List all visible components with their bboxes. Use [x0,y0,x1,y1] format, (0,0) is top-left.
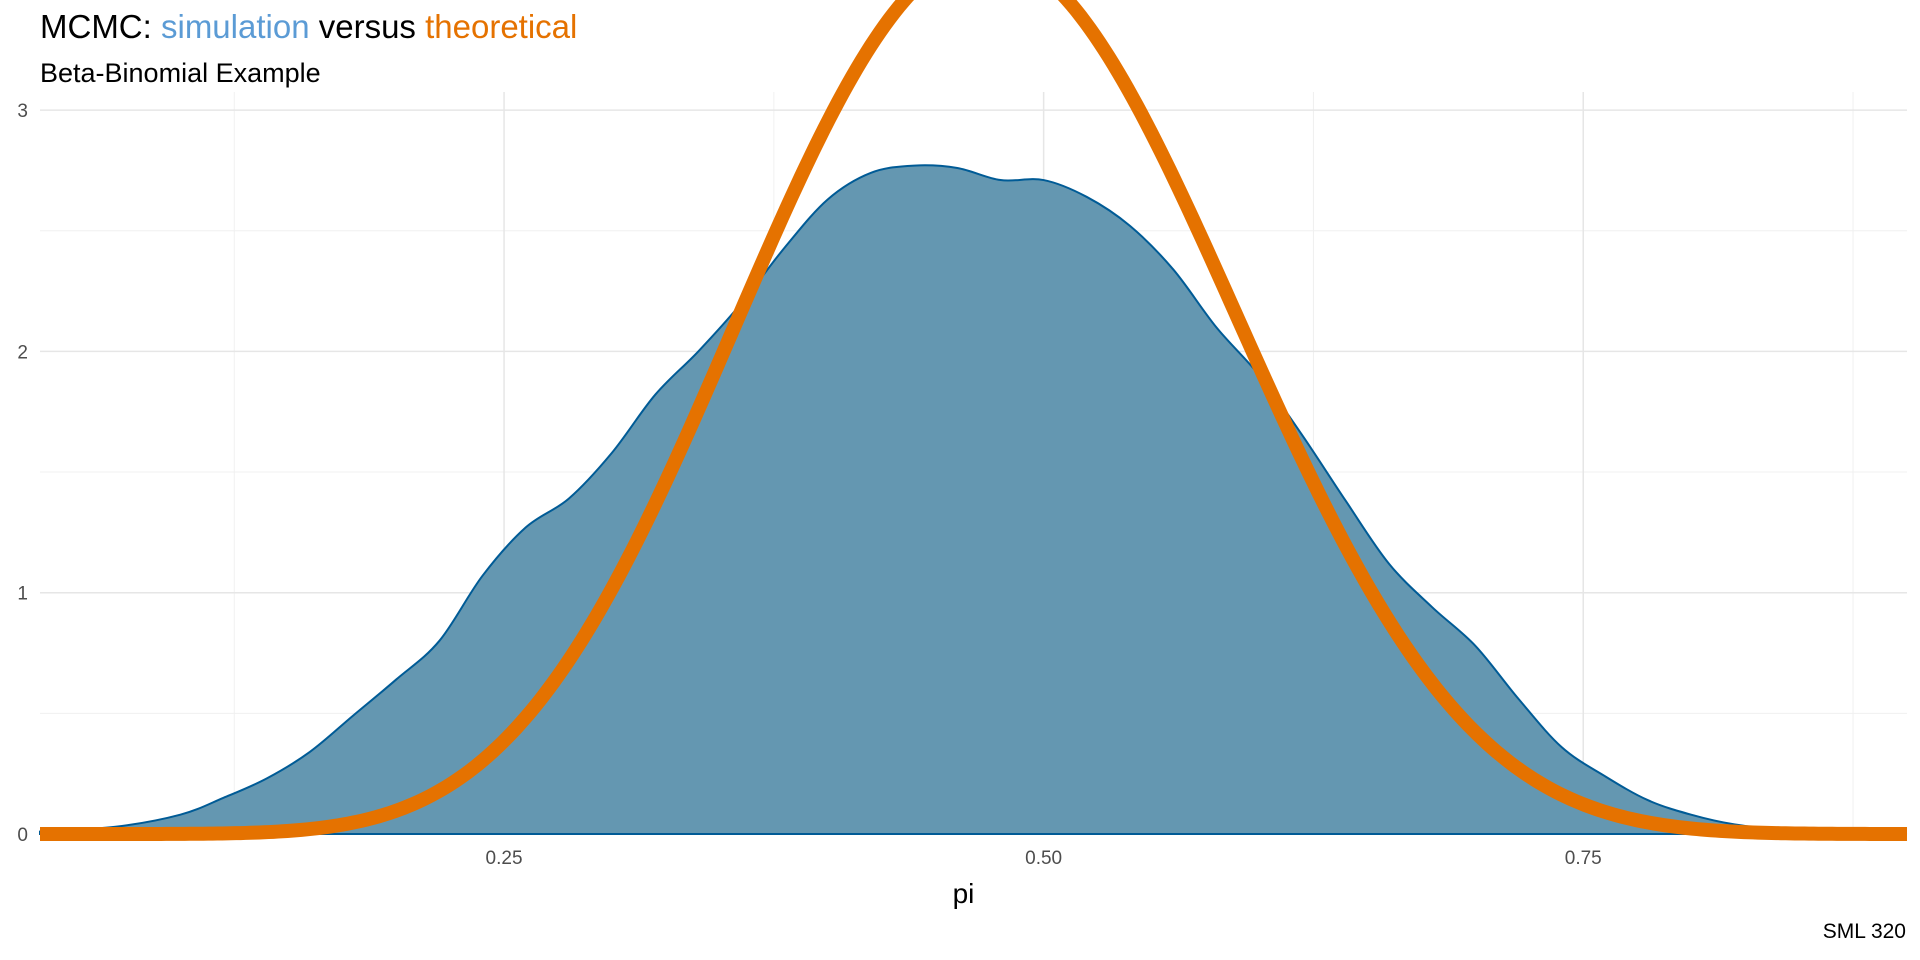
x-tick-label: 0.50 [1025,848,1062,869]
title-theoretical-word: theoretical [425,8,578,45]
y-tick-label: 3 [17,101,28,122]
y-tick-label: 0 [17,825,28,846]
x-tick-label: 0.75 [1565,848,1602,869]
chart-caption: SML 320 [1822,920,1906,943]
x-tick-label: 0.25 [486,848,523,869]
title-middle: versus [309,8,426,45]
y-tick-label: 2 [17,342,28,363]
chart-title: MCMC: simulation versus theoretical [40,8,577,46]
x-axis-title: pi [953,878,975,909]
chart-subtitle: Beta-Binomial Example [40,58,321,88]
x-axis-ticks: 0.25 0.50 0.75 [486,848,1602,869]
title-simulation-word: simulation [160,8,310,45]
title-prefix: MCMC: [40,8,161,45]
simulation-density-area [39,164,1908,835]
y-axis-ticks: 0 1 2 3 [17,101,28,846]
y-tick-label: 1 [17,584,28,605]
theoretical-density-line [37,0,1910,841]
